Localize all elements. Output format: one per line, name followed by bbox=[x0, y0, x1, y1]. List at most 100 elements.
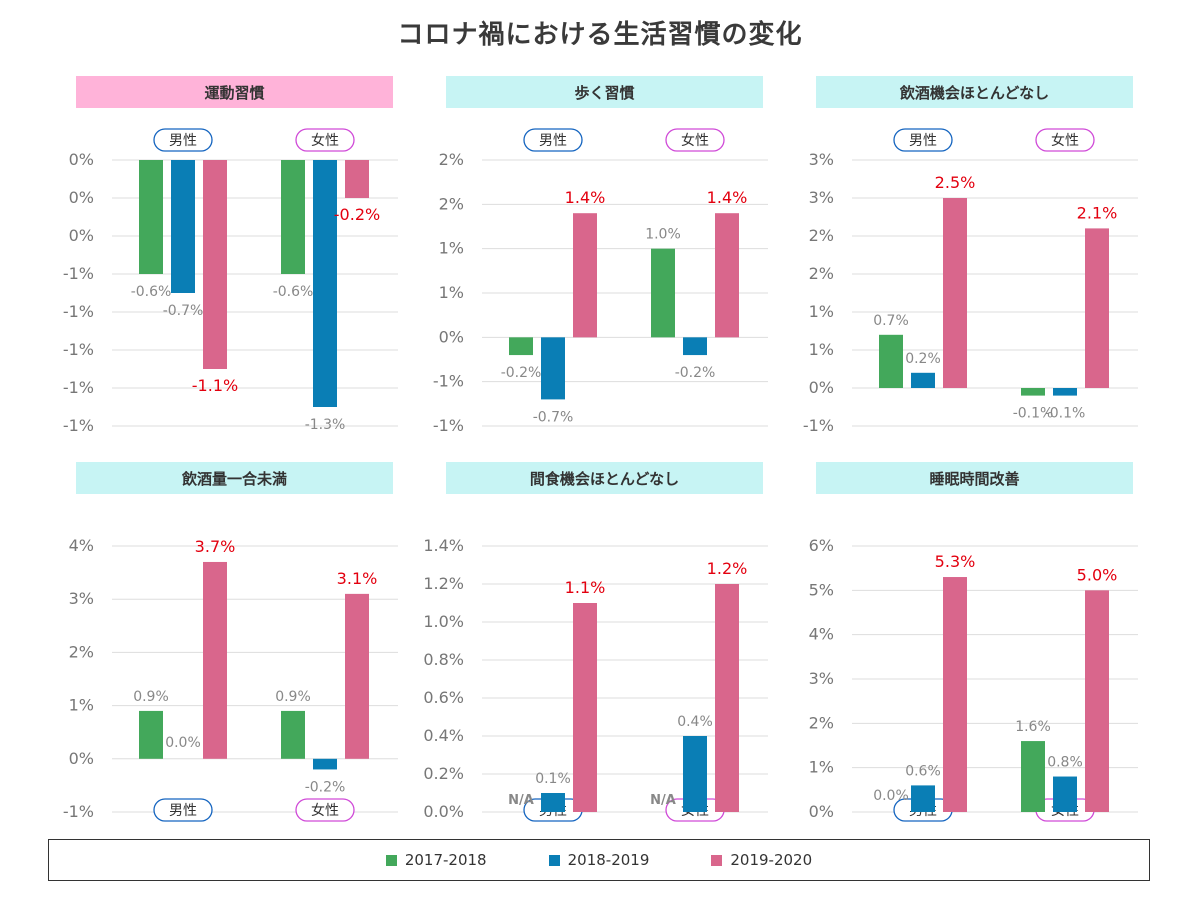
panel-header bbox=[816, 462, 1133, 494]
panel-title: 飲酒機会ほとんどなし bbox=[899, 84, 1049, 102]
y-tick-label: 2% bbox=[809, 226, 834, 245]
data-label: -0.7% bbox=[163, 303, 204, 319]
y-tick-label: 2% bbox=[439, 150, 464, 169]
y-tick-label: 3% bbox=[809, 150, 834, 169]
panel-title: 運動習慣 bbox=[204, 84, 264, 102]
y-tick-label: -1% bbox=[63, 802, 94, 821]
data-label: -0.6% bbox=[273, 284, 314, 300]
chart-rare-drinking: 飲酒機会ほとんどなし 3% 3% 2% 2% 1% 1% 0% -1% 男性 女性 0.7% -0.1%… bbox=[790, 76, 1160, 446]
bar bbox=[573, 603, 597, 812]
category-pill bbox=[893, 128, 953, 152]
chart-walking-habit: 歩く習慣 2% 2% 1% 1% 0% -1% -1% 男性 女性 -0.2% 1.0% -0.7% -0… bbox=[420, 76, 790, 446]
y-tick-label: 1% bbox=[439, 239, 464, 258]
bar bbox=[943, 198, 967, 388]
panel-title: 睡眠時間改善 bbox=[929, 470, 1019, 488]
legend-item: 2019-2020 bbox=[711, 851, 812, 869]
category-pill bbox=[153, 798, 213, 822]
page-title: コロナ禍における生活習慣の変化 bbox=[397, 20, 803, 50]
y-tick-label: 1.0% bbox=[423, 612, 464, 631]
panel-title: 飲酒量一合未満 bbox=[181, 470, 287, 488]
data-label: 0.6% bbox=[905, 763, 941, 779]
y-tick-label: 0.0% bbox=[423, 802, 464, 821]
bar bbox=[313, 758, 337, 770]
y-tick-label: 2% bbox=[439, 194, 464, 213]
y-tick-label: -1% bbox=[63, 378, 94, 397]
legend-swatch bbox=[548, 854, 560, 866]
y-tick-label: -1% bbox=[433, 416, 464, 435]
bar bbox=[139, 710, 163, 759]
y-tick-label: 1% bbox=[809, 302, 834, 321]
data-label: 1.6% bbox=[1015, 719, 1051, 735]
data-label: -0.6% bbox=[131, 284, 172, 300]
category-pill bbox=[523, 128, 583, 152]
y-tick-label: 0.6% bbox=[423, 688, 464, 707]
data-label: -0.7% bbox=[533, 409, 574, 425]
data-label: 2.5% bbox=[935, 173, 976, 192]
y-tick-label: 5% bbox=[809, 580, 834, 599]
y-tick-label: 0% bbox=[69, 749, 94, 768]
y-tick-label: 4% bbox=[809, 625, 834, 644]
bar bbox=[911, 785, 935, 812]
data-label: -1.1% bbox=[192, 376, 238, 395]
bar bbox=[345, 593, 369, 759]
y-tick-label: -1% bbox=[63, 302, 94, 321]
category-label: 男性 bbox=[169, 133, 197, 149]
legend-swatch bbox=[711, 854, 723, 866]
data-label: 0.9% bbox=[275, 689, 311, 705]
bar bbox=[651, 248, 675, 338]
category-label: 女性 bbox=[681, 132, 709, 149]
data-label: 0.8% bbox=[1047, 755, 1083, 771]
category-label: 男性 bbox=[909, 133, 937, 149]
category-label: 男性 bbox=[169, 803, 197, 819]
y-tick-label: 0% bbox=[809, 378, 834, 397]
legend-label: 2017-2018 bbox=[404, 851, 487, 869]
legend-label: 2018-2019 bbox=[567, 851, 650, 869]
category-pill bbox=[295, 128, 355, 152]
bar bbox=[1021, 741, 1045, 812]
category-label: 女性 bbox=[1051, 132, 1079, 149]
y-tick-label: 4% bbox=[69, 536, 94, 555]
y-tick-label: 0.8% bbox=[423, 650, 464, 669]
bar bbox=[911, 372, 935, 388]
data-label: 0.0% bbox=[165, 735, 201, 751]
y-tick-label: 0% bbox=[69, 150, 94, 169]
bar bbox=[879, 334, 903, 388]
legend-item: 2017-2018 bbox=[385, 851, 487, 869]
data-label: 1.2% bbox=[707, 559, 748, 578]
bar bbox=[1085, 228, 1109, 388]
data-label: -0.1% bbox=[1013, 406, 1054, 422]
bar bbox=[1085, 590, 1109, 812]
legend-label: 2019-2020 bbox=[730, 851, 813, 869]
category-pill bbox=[665, 128, 725, 152]
chart-exercise-habit: 運動習慣 0% 0% 0% -1% -1% -1% -1% -1% 男性 女性 -0.6% -0.6% -… bbox=[50, 76, 420, 446]
data-label: 1.1% bbox=[565, 578, 606, 597]
category-label: 男性 bbox=[539, 133, 567, 149]
bar bbox=[281, 710, 305, 759]
panel-title: 間食機会ほとんどなし bbox=[530, 470, 679, 488]
y-tick-label: -1% bbox=[63, 416, 94, 435]
data-label: -0.1% bbox=[1045, 406, 1086, 422]
y-tick-label: 1.4% bbox=[423, 536, 464, 555]
data-label: 3.1% bbox=[337, 569, 378, 588]
y-tick-label: 0% bbox=[439, 327, 464, 346]
y-tick-label: -1% bbox=[63, 264, 94, 283]
bar bbox=[683, 337, 707, 356]
y-tick-label: 3% bbox=[809, 188, 834, 207]
category-pill bbox=[153, 128, 213, 152]
data-label: -0.2% bbox=[334, 205, 380, 224]
data-label: 0.9% bbox=[133, 689, 169, 705]
bar bbox=[171, 160, 195, 293]
y-tick-label: 2% bbox=[809, 713, 834, 732]
category-label: 女性 bbox=[311, 132, 339, 149]
y-tick-label: 2% bbox=[809, 264, 834, 283]
panel-header bbox=[76, 462, 393, 494]
data-label: 0.4% bbox=[677, 714, 713, 730]
bar bbox=[1053, 776, 1077, 812]
panel-header bbox=[446, 76, 763, 108]
data-label: -0.2% bbox=[501, 365, 542, 381]
y-tick-label: -1% bbox=[433, 372, 464, 391]
bar bbox=[203, 160, 227, 369]
y-tick-label: 1% bbox=[809, 340, 834, 359]
bar bbox=[1021, 388, 1045, 396]
y-tick-label: 0% bbox=[69, 188, 94, 207]
